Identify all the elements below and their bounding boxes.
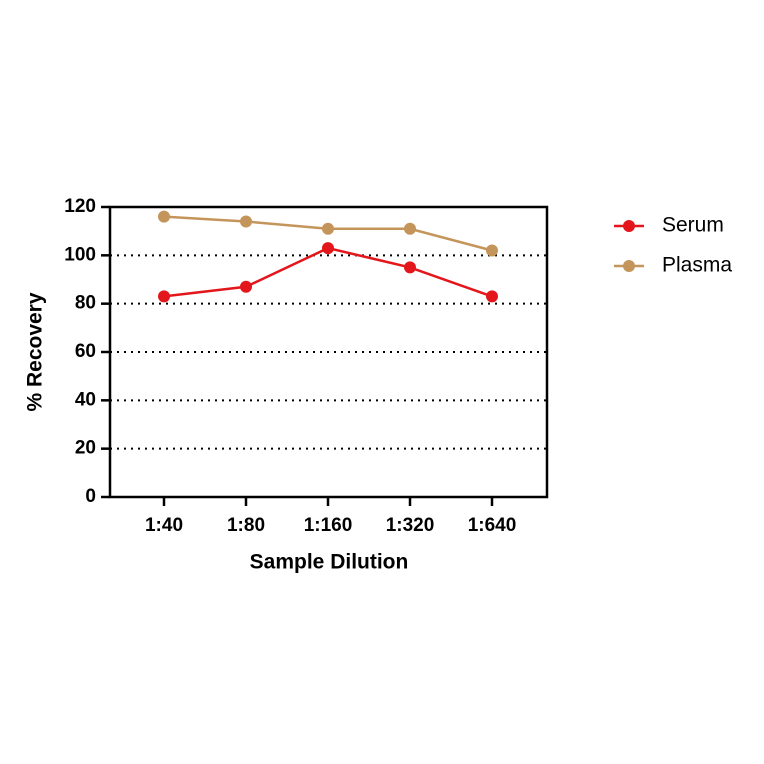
point [322,242,334,255]
y-tick-label: 20 [75,438,96,459]
y-tick-label: 40 [75,389,96,410]
legend-label: Plasma [662,254,732,277]
x-axis-label: Sample Dilution [250,551,409,574]
x-tick-label: 1:160 [304,515,353,536]
x-tick-label: 1:320 [386,515,435,536]
point [158,210,170,223]
y-tick-label: 100 [64,244,96,265]
legend-marker [623,260,635,272]
point [240,280,252,293]
point [240,215,252,228]
y-tick-label: 80 [75,293,96,314]
point [158,290,170,303]
point [322,222,334,235]
x-tick-label: 1:40 [145,515,183,536]
legend-label: Serum [662,214,724,237]
legend-marker [623,220,635,232]
point [404,222,416,235]
y-tick-label: 120 [64,196,96,217]
point [486,290,498,303]
y-tick-label: 0 [85,486,96,507]
x-tick-label: 1:640 [468,515,517,536]
point [404,261,416,274]
y-axis-label: % Recovery [24,292,47,411]
x-tick-label: 1:80 [227,515,265,536]
point [486,244,498,257]
y-tick-label: 60 [75,341,96,362]
